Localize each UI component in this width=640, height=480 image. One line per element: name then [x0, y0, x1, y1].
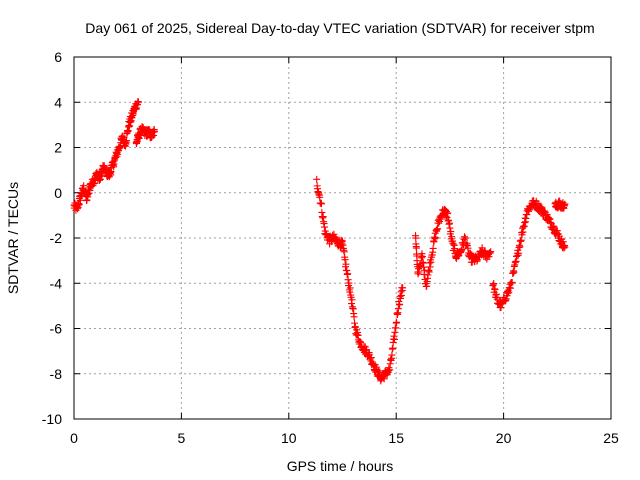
data-point [550, 222, 558, 230]
data-point [464, 244, 472, 252]
y-tick-label: -8 [50, 366, 63, 382]
data-point [80, 182, 88, 190]
data-point [444, 209, 452, 217]
data-point [399, 284, 407, 292]
y-tick-label: -6 [50, 321, 63, 337]
data-point [346, 284, 354, 292]
data-point [420, 263, 428, 271]
data-point [516, 243, 524, 251]
series-segment-2 [132, 123, 159, 148]
data-point [393, 318, 401, 326]
data-point [491, 286, 499, 294]
data-point [429, 244, 437, 252]
series-segment-5 [489, 197, 569, 312]
data-point [342, 260, 350, 268]
y-tick-label: -4 [50, 275, 63, 291]
data-point [394, 305, 402, 313]
data-point [386, 366, 394, 374]
data-point [151, 128, 159, 136]
series-segment-6 [551, 197, 569, 212]
data-point [487, 248, 495, 256]
data-point [388, 351, 396, 359]
data-point [412, 234, 420, 242]
data-point [534, 199, 542, 207]
series-segment-1 [70, 98, 142, 214]
chart-title: Day 061 of 2025, Sidereal Day-to-day VTE… [85, 20, 594, 36]
y-tick-label: 6 [54, 49, 62, 65]
y-tick-label: -10 [42, 411, 62, 427]
data-point [425, 268, 433, 276]
series-segment-3 [313, 175, 407, 385]
data-point [341, 256, 349, 264]
data-point [317, 200, 325, 208]
x-tick-label: 0 [70, 430, 78, 446]
data-point [86, 187, 94, 195]
data-point [396, 300, 404, 308]
data-point [508, 278, 516, 286]
data-point [134, 98, 142, 106]
data-point [502, 295, 510, 303]
data-point [412, 244, 420, 252]
x-tick-label: 15 [388, 430, 404, 446]
x-tick-label: 25 [603, 430, 619, 446]
data-point [461, 234, 469, 242]
y-tick-label: 2 [54, 140, 62, 156]
data-point [561, 243, 569, 251]
data-point [350, 313, 358, 321]
y-tick-label: 4 [54, 94, 62, 110]
y-tick-label: 0 [54, 185, 62, 201]
x-tick-label: 5 [178, 430, 186, 446]
data-point [517, 236, 525, 244]
x-tick-label: 20 [496, 430, 512, 446]
data-point [561, 200, 569, 208]
data-point [123, 137, 131, 145]
data-point [344, 270, 352, 278]
data-point [320, 223, 328, 231]
series-segment-4 [412, 205, 495, 290]
grid-lines [74, 57, 611, 419]
data-point [432, 234, 440, 242]
data-point [125, 122, 133, 130]
x-axis-label: GPS time / hours [287, 458, 394, 474]
data-point [344, 276, 352, 284]
data-point [396, 294, 404, 302]
axis-ticks: 0 5 10 15 20 25 -10 -8 -6 -4 -2 0 2 4 6 [42, 49, 619, 446]
data-point [426, 263, 434, 271]
data-point [345, 279, 353, 287]
y-axis-label: SDTVAR / TECUs [5, 182, 21, 294]
data-point [490, 280, 498, 288]
x-tick-label: 10 [281, 430, 297, 446]
data-point [351, 323, 359, 331]
y-tick-label: -2 [50, 230, 63, 246]
data-point [348, 296, 356, 304]
data-point [397, 291, 405, 299]
data-point [447, 228, 455, 236]
data-point [458, 245, 466, 253]
data-point [543, 210, 551, 218]
data-point [367, 354, 375, 362]
data-points [70, 98, 569, 385]
data-point [390, 335, 398, 343]
data-point [538, 203, 546, 211]
data-point [313, 175, 321, 183]
